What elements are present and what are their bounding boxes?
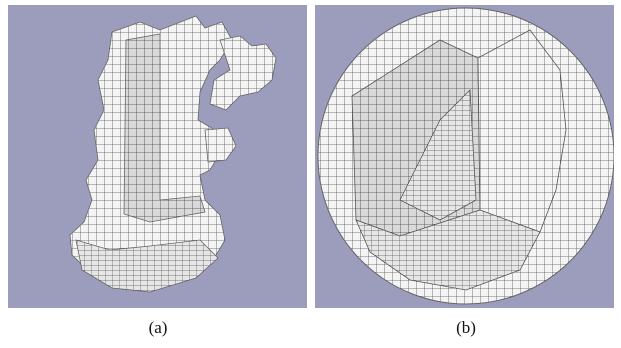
- voxel-inner-wall: [123, 33, 206, 223]
- cutaway-floor: [355, 209, 541, 291]
- caption: (a): [149, 318, 168, 337]
- cutaway-interior: [399, 89, 477, 221]
- voxel-wisp: [204, 127, 237, 163]
- caption: (b): [456, 318, 476, 337]
- voxel-wisp: [209, 35, 277, 111]
- panel-a: [8, 5, 307, 308]
- panel-b: [315, 5, 614, 308]
- voxel-base: [75, 239, 219, 293]
